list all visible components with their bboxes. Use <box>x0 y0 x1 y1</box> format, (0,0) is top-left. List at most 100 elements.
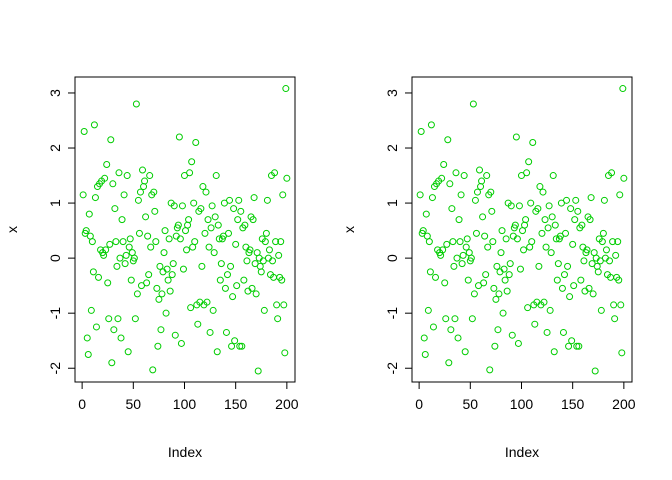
point <box>524 304 532 312</box>
point <box>448 205 456 213</box>
point <box>486 366 494 374</box>
point <box>441 279 449 287</box>
point <box>114 315 122 323</box>
point <box>480 279 488 287</box>
point <box>427 121 435 129</box>
point <box>113 262 121 270</box>
point <box>250 194 258 202</box>
point <box>208 202 216 210</box>
point <box>105 315 113 323</box>
point <box>146 172 154 180</box>
point <box>256 262 264 270</box>
point <box>550 348 558 356</box>
point <box>479 213 487 221</box>
point <box>211 213 219 221</box>
point <box>168 271 176 279</box>
point <box>101 174 109 182</box>
point <box>493 262 501 270</box>
point <box>516 265 524 273</box>
point <box>503 287 511 295</box>
point <box>610 301 618 309</box>
point <box>190 199 198 207</box>
point <box>275 251 283 259</box>
point <box>546 306 554 314</box>
point <box>425 238 433 246</box>
point <box>169 260 177 268</box>
point <box>106 240 114 248</box>
point <box>464 276 472 284</box>
point <box>559 328 567 336</box>
point <box>170 202 178 210</box>
point <box>130 254 138 262</box>
point <box>523 169 531 177</box>
point <box>188 158 196 166</box>
x-tick-label: 200 <box>612 396 636 412</box>
point <box>566 293 574 301</box>
point <box>589 290 597 298</box>
point <box>203 298 211 306</box>
point <box>417 128 425 136</box>
point <box>235 196 243 204</box>
point <box>228 342 236 350</box>
point <box>513 235 521 243</box>
point <box>421 350 429 358</box>
point <box>515 202 523 210</box>
point <box>248 284 256 292</box>
point <box>153 284 161 292</box>
point <box>102 246 110 254</box>
point <box>199 183 207 191</box>
point <box>463 235 471 243</box>
point <box>477 183 485 191</box>
point <box>120 191 128 199</box>
point <box>257 268 265 276</box>
point <box>467 254 475 262</box>
point <box>140 183 148 191</box>
point <box>570 282 578 290</box>
point <box>471 196 479 204</box>
point <box>563 196 571 204</box>
point <box>455 216 463 224</box>
point <box>176 235 184 243</box>
point <box>139 166 147 174</box>
point <box>79 191 87 199</box>
point <box>608 169 616 177</box>
point <box>567 205 575 213</box>
point <box>575 342 583 350</box>
point <box>122 251 130 259</box>
point <box>273 301 281 309</box>
point <box>141 177 149 185</box>
point <box>145 271 153 279</box>
point <box>600 196 608 204</box>
point <box>277 238 285 246</box>
point <box>175 133 183 141</box>
point <box>554 260 562 268</box>
point <box>260 306 268 314</box>
point <box>580 257 588 265</box>
point <box>469 100 477 108</box>
point <box>562 229 570 237</box>
y-tick-label: 0 <box>384 254 400 262</box>
point <box>544 224 552 232</box>
point <box>598 238 606 246</box>
x-tick-label: 0 <box>78 396 86 412</box>
point <box>522 216 530 224</box>
point <box>511 221 519 229</box>
point <box>265 246 273 254</box>
point <box>505 271 513 279</box>
point <box>184 221 192 229</box>
y-tick-label: -2 <box>384 362 400 375</box>
point <box>202 188 210 196</box>
point <box>451 315 459 323</box>
point <box>186 169 194 177</box>
point <box>577 276 585 284</box>
point <box>419 227 427 235</box>
point <box>481 232 489 240</box>
point <box>547 249 555 257</box>
point <box>107 136 115 144</box>
point <box>484 243 492 251</box>
point <box>232 240 240 248</box>
y-axis-label: x <box>341 226 357 233</box>
point <box>494 326 502 334</box>
point <box>578 221 586 229</box>
point <box>198 262 206 270</box>
